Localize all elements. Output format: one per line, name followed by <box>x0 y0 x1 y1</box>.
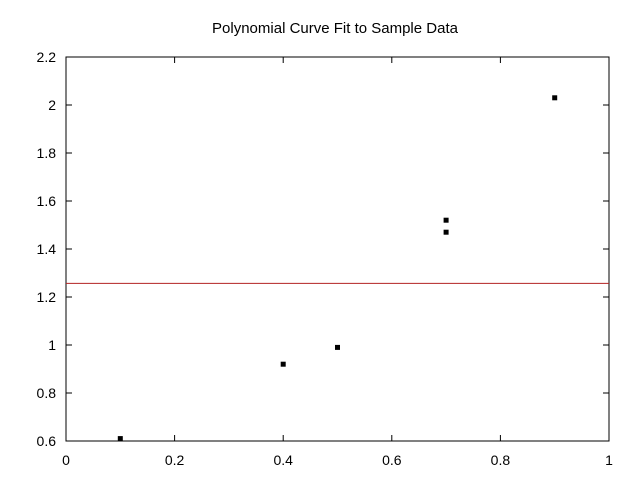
y-tick-label: 1.8 <box>37 145 57 161</box>
plot-frame <box>65 56 610 442</box>
x-tick-label: 1 <box>605 452 613 468</box>
y-tick-label: 1.2 <box>37 289 57 305</box>
x-tick-label: 0.6 <box>382 452 402 468</box>
axes: 0 0.2 0.4 0.6 0.8 1 0.6 0.8 1 1.2 1.4 1.6 1.8 2 2.2 <box>37 49 614 468</box>
y-tick-label: 2.2 <box>37 49 57 65</box>
data-points <box>117 95 558 442</box>
y-tick-label: 0.8 <box>37 385 57 401</box>
data-point <box>335 344 340 350</box>
data-point <box>117 436 123 442</box>
x-tick-label: 0.8 <box>491 452 511 468</box>
data-point <box>443 217 449 223</box>
x-tick-label: 0.2 <box>165 452 185 468</box>
data-point <box>552 95 558 101</box>
y-tick-label: 0.6 <box>37 433 57 449</box>
y-tick-label: 1.6 <box>37 193 57 209</box>
chart-title: Polynomial Curve Fit to Sample Data <box>212 20 459 37</box>
y-tick-label: 1.4 <box>37 241 57 257</box>
x-tick-label: 0 <box>62 452 70 468</box>
y-tick-label: 2 <box>48 97 56 113</box>
x-tick-label: 0.4 <box>273 452 293 468</box>
data-point <box>280 361 286 367</box>
data-point <box>443 229 449 235</box>
y-tick-label: 1 <box>48 337 56 353</box>
